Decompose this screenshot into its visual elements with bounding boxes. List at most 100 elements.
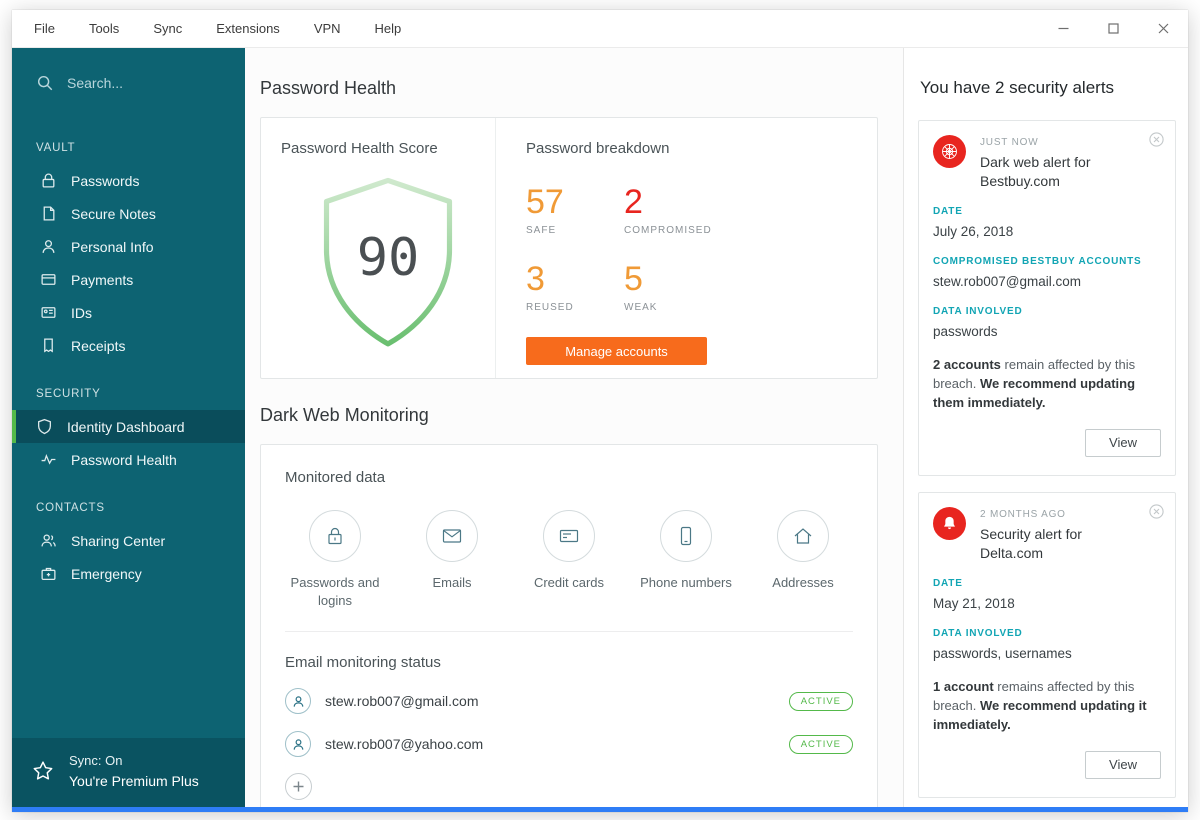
alert-card-bestbuy: JUST NOW Dark web alert for Bestbuy.com … [918, 120, 1176, 476]
data-involved-value: passwords [933, 324, 998, 340]
person-icon [293, 695, 303, 707]
monitored-data-row: Passwords and logins Emails Credit cards… [285, 510, 853, 609]
monitored-data-label: Monitored data [285, 469, 386, 486]
stat-compromised-label: COMPROMISED [624, 225, 712, 236]
alert-message: 1 account remains affected by this breac… [933, 679, 1147, 732]
page-title-password-health: Password Health [260, 78, 397, 98]
menu-extensions[interactable]: Extensions [216, 21, 280, 36]
stat-reused-label: REUSED [526, 302, 574, 313]
sidebar-item-passwords[interactable]: Passwords [12, 164, 245, 197]
alert-card-delta: 2 MONTHS AGO Security alert for Delta.co… [918, 491, 1176, 798]
people-icon [40, 532, 57, 549]
alert-time: 2 MONTHS AGO [980, 508, 1066, 520]
compromised-accounts-label: COMPROMISED BESTBUY ACCOUNTS [933, 256, 1142, 267]
alerts-panel-title: You have 2 security alerts [920, 78, 1115, 97]
alert-title: Dark web alert for Bestbuy.com [980, 154, 1091, 189]
view-alert-button[interactable]: View [1085, 428, 1161, 457]
credit-card-icon [559, 529, 579, 543]
note-icon [40, 205, 57, 222]
dismiss-alert-button[interactable] [1149, 504, 1164, 519]
shield-icon [36, 418, 53, 435]
sidebar-item-ids[interactable]: IDs [12, 296, 245, 329]
monitored-phone-numbers: Phone numbers [638, 510, 734, 609]
menu-vpn[interactable]: VPN [313, 21, 341, 36]
search-input[interactable] [67, 75, 217, 91]
sync-status: Sync: On [69, 753, 123, 768]
sidebar-item-label: Password Health [71, 451, 177, 468]
security-alert-icon [933, 506, 966, 540]
person-icon [293, 738, 303, 750]
sidebar-item-identity-dashboard[interactable]: Identity Dashboard [12, 410, 245, 443]
sidebar: VAULT Passwords Secure Notes Personal In… [12, 48, 245, 807]
minimize-button[interactable] [1038, 10, 1088, 47]
email-row: stew.rob007@yahoo.com ACTIVE [285, 731, 853, 758]
close-icon [1149, 504, 1164, 519]
dark-web-card: Monitored data Passwords and logins Emai… [260, 444, 878, 807]
sidebar-item-sharing-center[interactable]: Sharing Center [12, 524, 245, 557]
add-email-button[interactable] [285, 773, 312, 801]
main-content: Password Health Password Health Score [245, 48, 903, 807]
date-value: May 21, 2018 [933, 595, 1015, 611]
score-shield: 90 [307, 174, 469, 352]
minimize-icon [1058, 27, 1068, 30]
shield-outline-icon [323, 177, 453, 346]
sidebar-item-label: Secure Notes [71, 205, 156, 222]
stat-safe-value: 57 [526, 183, 564, 221]
health-score-value: 90 [356, 227, 420, 288]
manage-accounts-button[interactable]: Manage accounts [526, 337, 707, 365]
email-status-label: Email monitoring status [285, 654, 441, 672]
menu-file[interactable]: File [34, 21, 55, 36]
stat-reused-value: 3 [526, 260, 545, 298]
data-involved-value: passwords, usernames [933, 645, 1072, 661]
stat-reused: 3 REUSED [526, 262, 624, 313]
close-button[interactable] [1138, 10, 1188, 47]
maximize-button[interactable] [1088, 10, 1138, 47]
alert-title: Security alert for Delta.com [980, 525, 1082, 561]
close-icon [1158, 23, 1168, 34]
sidebar-item-personal-info[interactable]: Personal Info [12, 230, 245, 263]
sidebar-item-password-health[interactable]: Password Health [12, 443, 245, 476]
payment-card-icon [40, 271, 57, 288]
monitored-credit-cards: Credit cards [521, 510, 617, 609]
sidebar-item-receipts[interactable]: Receipts [12, 329, 245, 362]
sidebar-item-label: Passwords [71, 172, 140, 189]
sidebar-item-label: Receipts [71, 337, 126, 354]
envelope-icon [442, 529, 462, 543]
sidebar-item-label: Personal Info [71, 238, 154, 255]
menu-help[interactable]: Help [374, 21, 402, 36]
date-value: July 26, 2018 [933, 223, 1014, 239]
menubar: File Tools Sync Extensions VPN Help [12, 10, 1188, 48]
plan-status: You're Premium Plus [69, 773, 199, 789]
sidebar-item-label: Payments [71, 271, 134, 288]
compromised-accounts-value: stew.rob007@gmail.com [933, 274, 1082, 289]
maximize-icon [1107, 23, 1119, 34]
view-alert-button[interactable]: View [1085, 750, 1161, 779]
sidebar-item-emergency[interactable]: Emergency [12, 557, 245, 590]
emergency-kit-icon [40, 565, 57, 582]
home-icon [794, 528, 812, 544]
monitored-emails: Emails [404, 510, 500, 609]
data-involved-label: DATA INVOLVED [933, 306, 1023, 318]
menu-sync[interactable]: Sync [153, 21, 183, 36]
dismiss-alert-button[interactable] [1149, 132, 1164, 147]
monitored-email-address: stew.rob007@yahoo.com [325, 736, 484, 753]
sidebar-item-label: Identity Dashboard [67, 418, 185, 435]
avatar [285, 688, 311, 715]
sidebar-item-payments[interactable]: Payments [12, 263, 245, 296]
status-badge: ACTIVE [788, 734, 853, 754]
section-title-contacts: CONTACTS [36, 502, 105, 514]
monitored-passwords: Passwords and logins [287, 510, 383, 609]
lock-icon [40, 172, 57, 189]
plus-icon [293, 781, 304, 792]
score-label: Password Health Score [281, 140, 438, 157]
web-icon [942, 144, 957, 159]
menu-tools[interactable]: Tools [88, 21, 120, 36]
email-row: stew.rob007@gmail.com ACTIVE [285, 688, 853, 715]
stat-safe-label: SAFE [526, 225, 557, 236]
sidebar-item-secure-notes[interactable]: Secure Notes [12, 197, 245, 230]
stat-safe: 57 SAFE [526, 185, 624, 236]
stat-weak-label: WEAK [624, 302, 658, 313]
bell-icon [944, 516, 955, 530]
pulse-icon [40, 451, 57, 468]
sidebar-footer[interactable]: Sync: On You're Premium Plus [12, 738, 245, 807]
